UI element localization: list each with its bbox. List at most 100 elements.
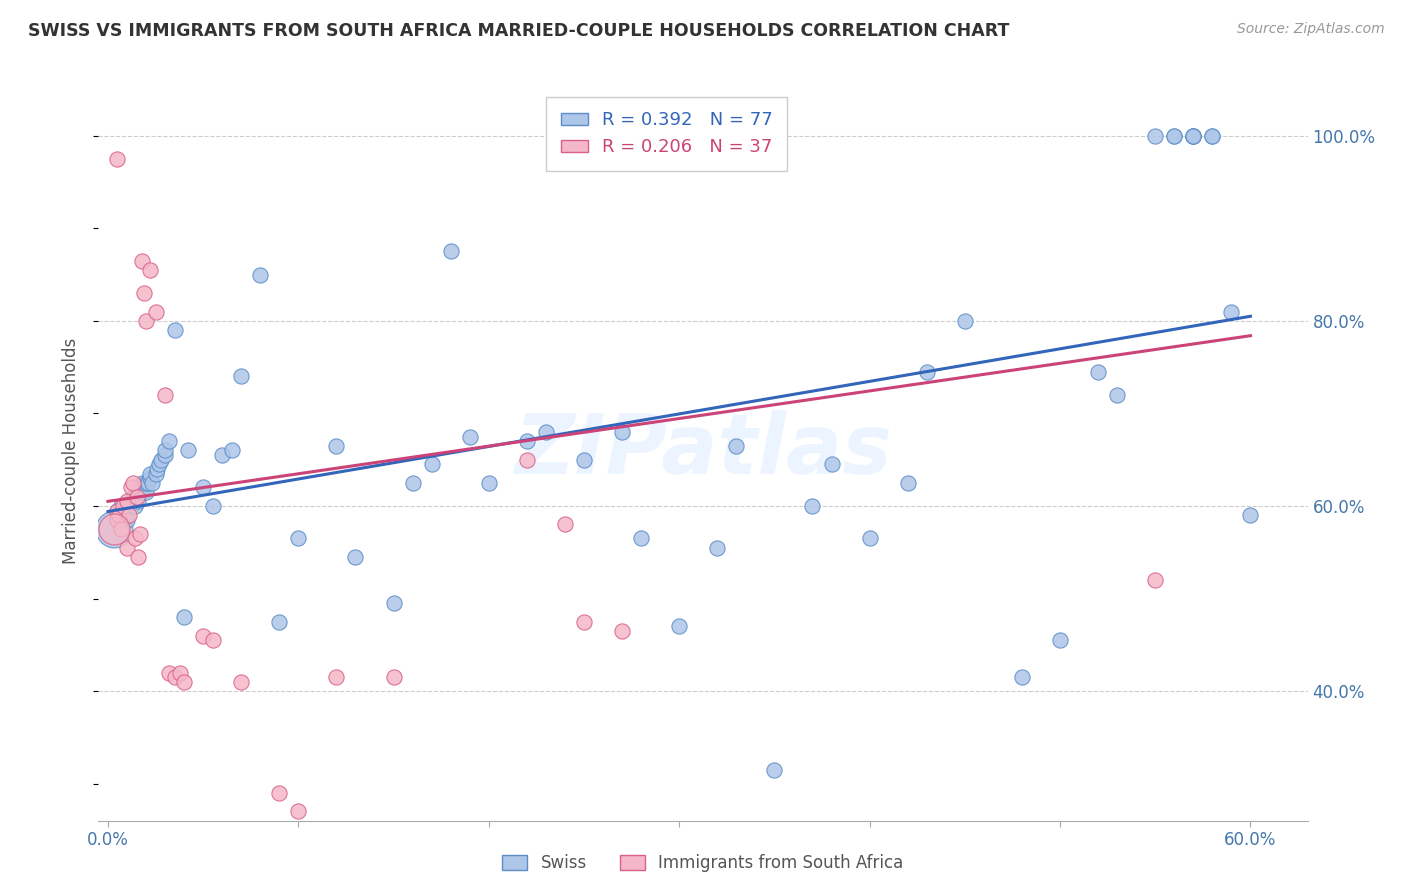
Point (107, 152, 129, 166)
Point (458, 429, 481, 443)
Point (120, 481, 142, 495)
Point (1163, 128, 1185, 143)
Point (177, 443, 200, 458)
Point (610, 425, 633, 439)
Point (610, 624, 633, 638)
Point (191, 481, 214, 495)
Point (173, 610, 195, 624)
Point (725, 439, 748, 453)
Point (201, 633, 224, 648)
Point (420, 458, 443, 472)
Point (668, 619, 690, 633)
Point (112, 499, 135, 513)
Point (107, 513, 129, 527)
Point (801, 499, 824, 513)
Point (127, 549, 149, 564)
Point (124, 532, 146, 546)
Point (110, 522, 132, 536)
Point (157, 665, 180, 680)
Point (630, 532, 652, 546)
Point (127, 494, 149, 508)
Point (763, 763, 786, 777)
Point (124, 499, 146, 513)
Point (1182, 128, 1205, 143)
Point (131, 475, 153, 490)
Point (269, 615, 291, 629)
Point (344, 549, 367, 564)
Point (1201, 128, 1223, 143)
Point (231, 674, 253, 689)
Point (249, 268, 271, 282)
Text: Source: ZipAtlas.com: Source: ZipAtlas.com (1237, 22, 1385, 37)
Point (153, 388, 176, 402)
Point (153, 443, 176, 458)
Point (141, 475, 163, 490)
Point (859, 532, 882, 546)
Point (201, 499, 224, 513)
Point (125, 490, 148, 504)
Point (120, 499, 142, 513)
Point (287, 805, 309, 819)
Point (269, 786, 291, 800)
Point (107, 503, 129, 517)
Point (118, 508, 141, 523)
Point (150, 452, 173, 467)
Point (1201, 128, 1223, 143)
Point (103, 522, 125, 536)
Point (134, 481, 156, 495)
Point (131, 485, 153, 500)
Point (953, 314, 976, 328)
Point (139, 263, 162, 277)
Point (1220, 304, 1243, 318)
Point (145, 304, 167, 318)
Point (1182, 128, 1205, 143)
Point (129, 481, 152, 495)
Point (1107, 388, 1129, 402)
Point (125, 490, 148, 504)
Point (325, 439, 347, 453)
Point (139, 467, 162, 481)
Point (107, 503, 129, 517)
Point (221, 443, 243, 458)
Point (145, 467, 167, 481)
Point (115, 508, 138, 523)
Point (191, 628, 214, 642)
Point (382, 670, 405, 684)
Point (1182, 128, 1205, 143)
Point (516, 452, 538, 467)
Point (135, 485, 157, 500)
Point (897, 475, 920, 490)
Point (121, 475, 143, 490)
Legend: R = 0.392   N = 77, R = 0.206   N = 37: R = 0.392 N = 77, R = 0.206 N = 37 (546, 96, 787, 170)
Point (820, 458, 842, 472)
Point (157, 434, 180, 449)
Point (1144, 573, 1167, 587)
Point (134, 286, 156, 301)
Point (1011, 670, 1033, 684)
Point (915, 365, 938, 379)
Point (1144, 128, 1167, 143)
Point (129, 526, 152, 541)
Point (1087, 365, 1109, 379)
Point (107, 513, 129, 527)
Point (163, 323, 186, 337)
Point (325, 670, 347, 684)
Point (115, 541, 138, 555)
Point (146, 462, 169, 476)
Point (110, 499, 132, 513)
Point (572, 615, 595, 629)
Point (554, 517, 576, 532)
Point (440, 244, 463, 259)
Point (478, 475, 501, 490)
Point (108, 508, 131, 523)
Point (115, 513, 138, 527)
Point (1239, 508, 1261, 523)
Point (1182, 128, 1205, 143)
Point (148, 458, 170, 472)
Point (153, 448, 176, 462)
Point (135, 475, 157, 490)
Point (1163, 128, 1185, 143)
Point (382, 596, 405, 610)
Point (163, 670, 186, 684)
Point (121, 490, 143, 504)
